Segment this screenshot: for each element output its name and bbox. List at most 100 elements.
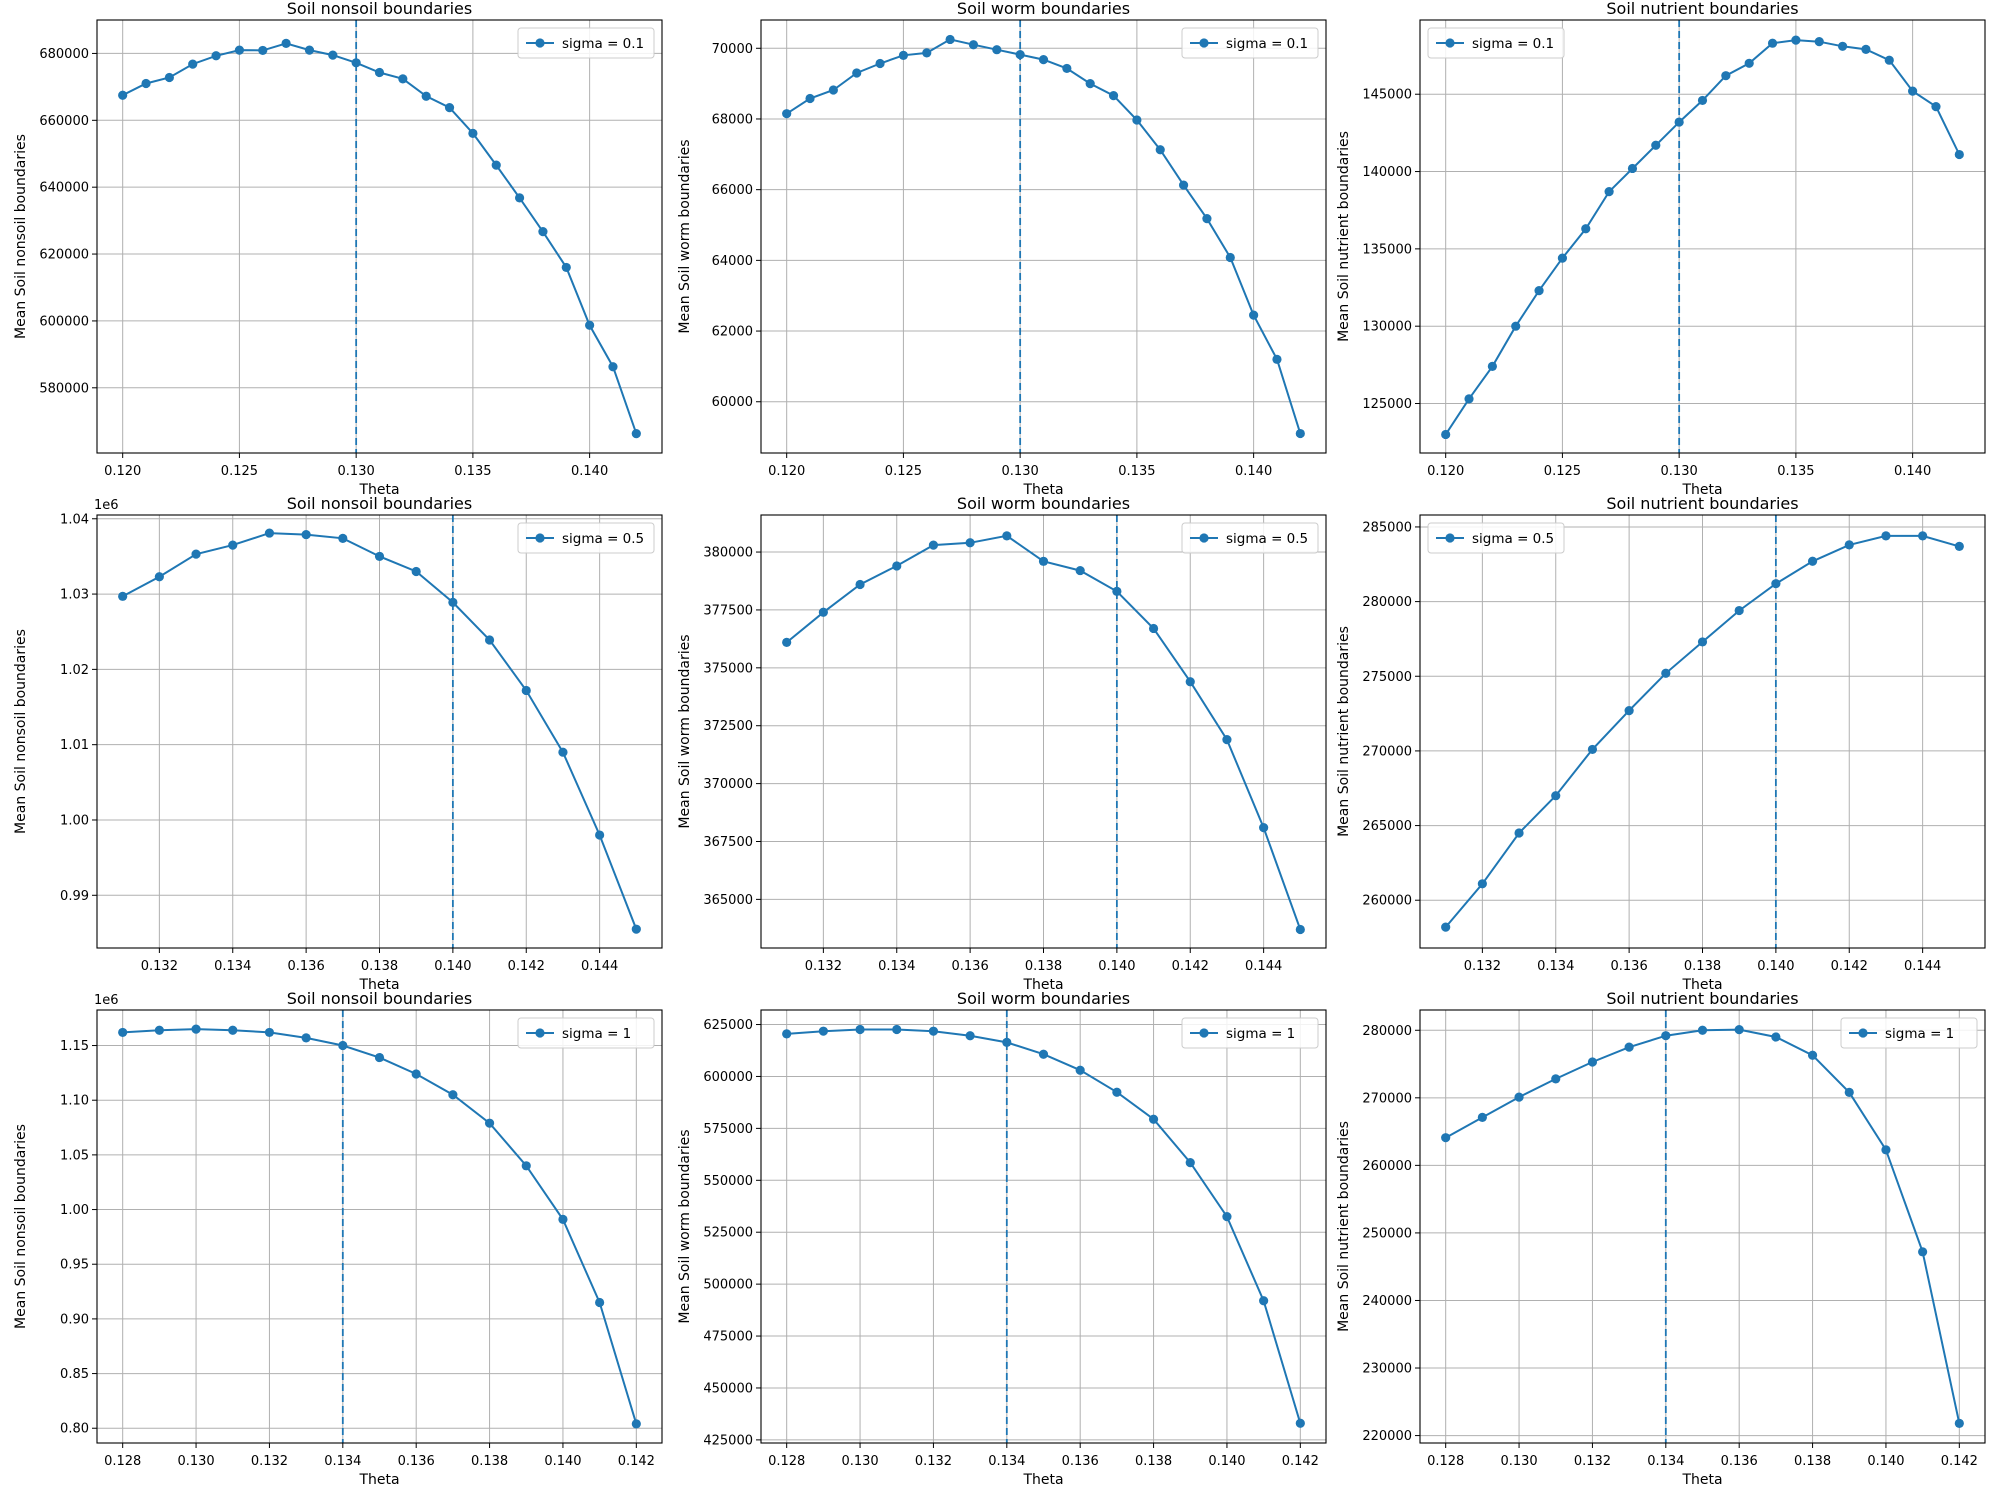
x-tick-label: 0.134	[988, 1454, 1025, 1469]
data-point	[1844, 1087, 1854, 1098]
data-point	[1222, 735, 1232, 745]
data-point	[892, 1024, 902, 1035]
y-tick-label: 135000	[1362, 242, 1412, 257]
axes-frame	[96, 1009, 663, 1444]
series-line	[122, 1028, 638, 1425]
y-tick-label: 1.03	[60, 588, 89, 603]
legend-label: sigma = 0.1	[562, 36, 644, 52]
y-tick-label: 365000	[703, 893, 753, 908]
legend-box	[1181, 522, 1319, 554]
data-point	[1837, 41, 1848, 51]
y-tick-label: 140000	[1362, 165, 1412, 180]
data-point	[928, 540, 939, 550]
y-tick-label: 130000	[1362, 320, 1412, 335]
legend-box	[517, 1017, 655, 1049]
legend-label: sigma = 1	[1226, 1026, 1295, 1042]
y-tick-label: 68000	[712, 112, 753, 127]
data-point	[411, 566, 421, 577]
axes-frame	[760, 19, 1327, 454]
legend-label: sigma = 1	[1885, 1026, 1954, 1042]
legend-label: sigma = 0.5	[562, 531, 644, 547]
data-point	[1185, 1158, 1195, 1168]
chart-title: Soil nutrient boundaries	[1606, 0, 1798, 18]
data-point	[1075, 565, 1085, 576]
legend: sigma = 1	[517, 1017, 655, 1049]
legend: sigma = 0.1	[1181, 27, 1319, 59]
x-axis-label: Theta	[358, 482, 399, 498]
legend: sigma = 1	[1840, 1017, 1978, 1049]
data-point	[1202, 214, 1212, 224]
axis-offset-text: 1e6	[94, 498, 119, 513]
y-tick-label: 640000	[39, 181, 89, 196]
legend-marker-swatch	[1858, 1028, 1868, 1038]
data-point	[631, 1419, 641, 1429]
data-point	[234, 45, 245, 55]
y-axis-label: Mean Soil nonsoil boundaries	[13, 629, 29, 834]
y-tick-label: 600000	[39, 314, 89, 329]
x-axis-label: Theta	[1681, 977, 1722, 993]
x-tick-label: 0.132	[915, 1454, 952, 1469]
data-point	[1624, 1042, 1634, 1052]
data-point	[514, 193, 525, 203]
data-point	[1015, 50, 1025, 60]
data-point	[1844, 540, 1854, 550]
x-tick-label: 0.140	[1867, 1454, 1904, 1469]
x-tick-label: 0.138	[1025, 959, 1062, 974]
x-tick-label: 0.134	[324, 1454, 361, 1469]
data-point	[304, 45, 315, 55]
data-point	[1062, 63, 1072, 74]
chart-panel-9: 0.128 0.130 0.132 0.134 0.136 0.138 0.140 0.142…	[1336, 989, 1986, 1488]
data-point	[1744, 58, 1754, 68]
data-point	[1661, 668, 1671, 678]
data-point	[1587, 744, 1598, 755]
data-point	[875, 58, 885, 69]
data-point	[965, 1031, 975, 1041]
data-point	[301, 529, 311, 540]
data-point	[1534, 286, 1544, 296]
x-tick-label: 0.132	[1574, 1454, 1611, 1469]
y-tick-label: 580000	[39, 381, 89, 396]
x-tick-label: 0.140	[1235, 464, 1272, 479]
legend-marker-swatch	[1199, 533, 1209, 543]
data-point	[328, 50, 338, 60]
data-point	[1697, 637, 1708, 647]
x-tick-label: 0.140	[571, 464, 608, 479]
data-point	[782, 109, 792, 119]
legend-box	[1181, 1017, 1319, 1049]
data-point	[264, 1027, 275, 1038]
legend-box	[1181, 27, 1319, 59]
y-tick-label: 550000	[703, 1174, 753, 1189]
x-tick-label: 0.135	[1777, 464, 1814, 479]
data-point	[928, 1026, 939, 1036]
x-tick-label: 0.144	[1245, 959, 1282, 974]
data-point	[1908, 86, 1918, 96]
x-tick-label: 0.138	[1794, 1454, 1831, 1469]
data-point	[1627, 163, 1638, 174]
data-point	[1222, 1212, 1232, 1222]
y-tick-label: 0.90	[60, 1312, 89, 1327]
x-tick-label: 0.128	[104, 1454, 141, 1469]
y-tick-label: 1.00	[60, 1203, 89, 1218]
data-point	[448, 1090, 458, 1100]
data-point	[561, 262, 571, 273]
data-point	[1697, 95, 1708, 106]
legend-marker-swatch	[535, 533, 545, 543]
y-tick-label: 525000	[703, 1226, 753, 1241]
data-point	[965, 538, 975, 548]
chart-panel-6: 0.132 0.134 0.136 0.138 0.140 0.142 0.144 26000…	[1336, 494, 1986, 993]
data-point	[1225, 252, 1235, 263]
x-axis-label: Theta	[1022, 482, 1063, 498]
data-point	[782, 637, 792, 647]
data-point	[1249, 310, 1259, 320]
data-point	[374, 1052, 385, 1063]
data-point	[398, 74, 408, 84]
y-tick-label: 145000	[1362, 88, 1412, 103]
x-axis-label: Theta	[1681, 482, 1722, 498]
x-tick-label: 0.128	[768, 1454, 805, 1469]
data-point	[1441, 429, 1451, 440]
legend: sigma = 0.1	[517, 27, 655, 59]
y-tick-label: 70000	[712, 42, 753, 57]
x-tick-label: 0.140	[1098, 959, 1135, 974]
y-tick-label: 260000	[1362, 1159, 1412, 1174]
x-tick-label: 0.132	[1464, 959, 1501, 974]
